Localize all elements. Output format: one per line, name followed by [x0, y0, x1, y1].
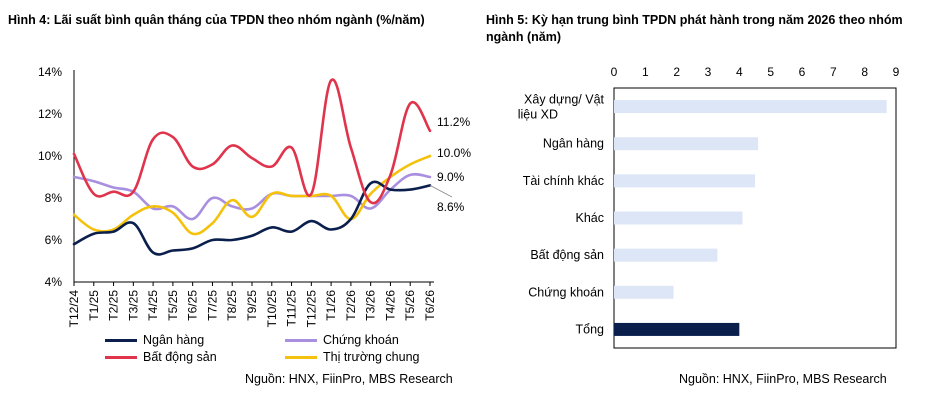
- bar: [614, 137, 759, 151]
- x-tick-label: T2/26: [344, 290, 358, 321]
- category-label: Tài chính khác: [523, 174, 604, 188]
- x-tick-label: T6/25: [186, 290, 200, 321]
- right-chart-title: Hình 5: Kỳ hạn trung bình TPDN phát hành…: [486, 13, 903, 44]
- bar: [614, 211, 743, 225]
- bar: [614, 174, 755, 188]
- y-tick-label: 14%: [38, 65, 62, 79]
- end-value-label: 11.2%: [437, 115, 470, 129]
- legend-swatch: [285, 355, 317, 359]
- x-tick-label: 9: [893, 65, 900, 79]
- x-tick-label: T10/25: [265, 290, 279, 328]
- y-tick-label: 12%: [38, 107, 62, 121]
- x-tick-label: T1/25: [87, 290, 101, 321]
- category-label: Xây dựng/ Vật: [524, 93, 604, 107]
- end-value-label: 8.6%: [437, 200, 465, 214]
- legend-label: Thị trường chung: [323, 350, 420, 364]
- x-tick-label: T5/26: [403, 290, 417, 321]
- x-tick-label: T4/26: [383, 290, 397, 321]
- y-tick-label: 10%: [38, 149, 62, 163]
- y-tick-label: 6%: [45, 233, 63, 247]
- x-tick-label: T9/25: [245, 290, 259, 321]
- category-label: Khác: [576, 211, 605, 225]
- bar: [614, 322, 740, 336]
- x-tick-label: T4/25: [146, 290, 160, 321]
- legend-swatch: [285, 338, 317, 342]
- x-tick-label: T8/25: [225, 290, 239, 321]
- end-label-leader: [429, 185, 453, 198]
- legend-label: Chứng khoán: [323, 333, 399, 347]
- legend-swatch: [105, 355, 137, 359]
- left-chart-source: Nguồn: HNX, FiinPro, MBS Research: [245, 372, 453, 386]
- x-tick-label: T7/25: [205, 290, 219, 321]
- x-tick-label: T3/25: [126, 290, 140, 321]
- legend-item-thi-truong-chung: Thị trường chung: [285, 350, 419, 364]
- bar: [614, 100, 887, 114]
- legend-swatch: [105, 338, 137, 342]
- series-line-thi-truong-chung: [72, 154, 432, 236]
- x-tick-label: T5/25: [166, 290, 180, 321]
- right-chart-source: Nguồn: HNX, FiinPro, MBS Research: [679, 372, 887, 386]
- x-tick-label: T3/26: [364, 290, 378, 321]
- x-tick-label: T1/26: [324, 290, 338, 321]
- x-tick-label: 7: [830, 65, 837, 79]
- x-tick-label: 6: [799, 65, 806, 79]
- left-chart-panel: Hình 4: Lãi suất bình quân tháng của TPD…: [8, 13, 471, 386]
- category-label: Bất động sản: [530, 248, 604, 262]
- x-tick-label: T2/25: [107, 290, 121, 321]
- x-tick-label: 1: [642, 65, 649, 79]
- x-tick-label: T12/25: [304, 290, 318, 328]
- legend-item-bat-dong-san: Bất động sản: [105, 350, 217, 364]
- end-value-label: 10.0%: [437, 146, 471, 160]
- x-tick-label: 8: [861, 65, 868, 79]
- x-tick-label: 5: [767, 65, 774, 79]
- x-tick-label: 0: [611, 65, 618, 79]
- line-chart: 4% 6% 8% 10% 12% 14% T12/24 T1/25 T2/25 T3/25 T4/2…: [38, 65, 471, 328]
- x-tick-label: 4: [736, 65, 743, 79]
- end-value-label: 9.0%: [437, 170, 465, 184]
- x-tick-label: T6/26: [423, 290, 437, 321]
- series-line-ngan-hang: [72, 180, 432, 256]
- legend-label: Bất động sản: [143, 350, 217, 364]
- category-label: liệu XD: [518, 108, 558, 122]
- legend-label: Ngân hàng: [143, 333, 205, 347]
- x-tick-label: T12/24: [67, 290, 81, 328]
- series-line-bat-dong-san: [72, 78, 432, 205]
- right-chart-panel: Hình 5: Kỳ hạn trung bình TPDN phát hành…: [474, 0, 948, 416]
- y-tick-label: 8%: [45, 191, 63, 205]
- x-tick-label: T11/25: [285, 290, 299, 327]
- bar: [614, 248, 718, 262]
- category-label: Ngân hàng: [543, 137, 604, 151]
- x-tick-label: 3: [705, 65, 712, 79]
- legend-item-chung-khoan: Chứng khoán: [285, 333, 399, 347]
- category-label: Chứng khoán: [528, 285, 604, 299]
- legend-item-ngan-hang: Ngân hàng: [105, 333, 204, 347]
- y-tick-label: 4%: [45, 275, 63, 289]
- x-tick-label: 2: [673, 65, 680, 79]
- bar: [614, 285, 674, 299]
- left-chart-title: Hình 4: Lãi suất bình quân tháng của TPD…: [8, 13, 425, 27]
- category-label: Tổng: [576, 322, 605, 336]
